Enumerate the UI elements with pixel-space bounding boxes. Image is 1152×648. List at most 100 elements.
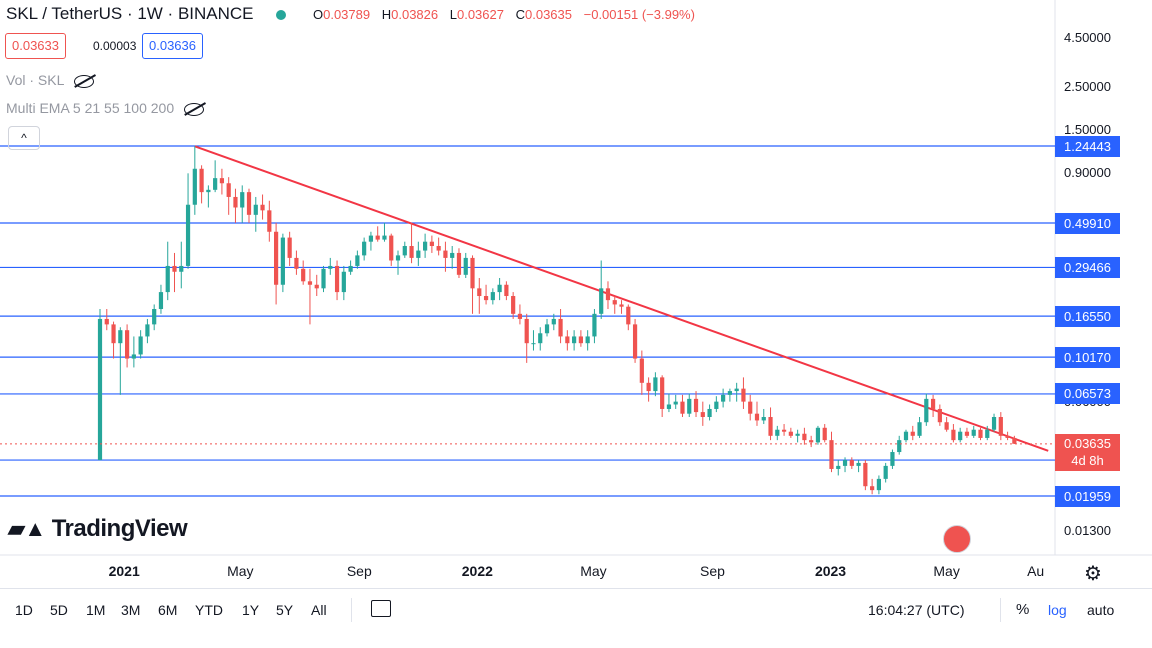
toolbar-divider [1000, 598, 1001, 622]
settings-gear-icon[interactable]: ⚙ [1084, 563, 1102, 585]
timeframe-1y[interactable]: 1Y [242, 602, 260, 618]
high-key: H [381, 7, 392, 23]
log-scale-toggle[interactable]: log [1048, 602, 1067, 618]
timeframe-5y[interactable]: 5Y [276, 602, 294, 618]
candle-body [639, 358, 644, 383]
candle-body [131, 354, 136, 359]
ohlc-values: O0.03789 H0.03826 L0.03627 C0.03635 −0.0… [313, 7, 703, 22]
tradingview-logo-text: TradingView [51, 515, 188, 542]
candle-body [152, 309, 157, 325]
candle-body [632, 324, 638, 359]
sell-price-box[interactable]: 0.03633 [5, 33, 66, 59]
candle-body [985, 429, 990, 438]
candle-body [531, 343, 536, 345]
candle-body [328, 265, 333, 269]
low-key: L [449, 7, 457, 23]
candle-body [443, 250, 448, 258]
time-axis-tick: 2023 [814, 563, 847, 579]
volume-indicator-label: Vol · SKL [6, 72, 65, 88]
candle-body [775, 429, 780, 436]
candle-body [619, 304, 624, 307]
hidden-eye-icon[interactable] [74, 74, 95, 88]
toolbar-divider [351, 598, 352, 622]
candle-body [876, 478, 882, 491]
level-price-tag[interactable]: 0.01959 [1055, 485, 1120, 507]
candle-body [334, 265, 340, 293]
date-range-calendar-icon[interactable] [371, 600, 391, 617]
candle-body [951, 429, 956, 441]
candle-body [680, 401, 685, 414]
candle-body [795, 433, 800, 436]
timeframe-1d[interactable]: 1D [15, 602, 33, 618]
hidden-eye-icon[interactable] [184, 102, 205, 116]
candle-body [687, 398, 692, 414]
ema-indicator[interactable]: Multi EMA 5 21 55 100 200 [6, 100, 205, 116]
level-price-tag[interactable]: 0.29466 [1055, 256, 1120, 278]
candle-body [118, 330, 123, 344]
auto-scale-toggle[interactable]: auto [1087, 602, 1115, 618]
market-status-dot [276, 9, 287, 20]
candle-body [301, 268, 306, 282]
candle-body [653, 377, 658, 392]
us-flag-icon[interactable] [943, 525, 971, 553]
bar-countdown: 4d 8h [1071, 452, 1104, 468]
level-price-tag[interactable]: 0.49910 [1055, 212, 1120, 234]
volume-indicator[interactable]: Vol · SKL [6, 72, 95, 88]
level-price-tag[interactable]: 0.10170 [1055, 346, 1120, 368]
level-price-tag[interactable]: 0.16550 [1055, 305, 1120, 327]
candle-body [368, 235, 374, 242]
level-price-tag[interactable]: 0.06573 [1055, 383, 1120, 405]
candle-body [856, 462, 861, 466]
candle-body [97, 318, 103, 461]
ema-indicator-label: Multi EMA 5 21 55 100 200 [6, 100, 175, 116]
candle-body [450, 252, 455, 258]
descending-trendline [194, 145, 1049, 452]
timeframe-3m[interactable]: 3M [121, 602, 141, 618]
price-axis-tick: 2.50000 [1064, 79, 1111, 95]
candle-body [362, 241, 367, 256]
price-axis-tick: 4.50000 [1064, 29, 1111, 45]
timeframe-1m[interactable]: 1M [86, 602, 106, 618]
candle-body [524, 318, 529, 344]
time-axis-tick: 2022 [461, 563, 493, 579]
last-price-tag[interactable]: 0.03635 4d 8h [1055, 433, 1120, 471]
candle-body [815, 427, 821, 443]
candle-body [463, 257, 468, 275]
buy-price-box[interactable]: 0.03636 [142, 33, 203, 59]
candle-body [490, 292, 495, 301]
time-axis-tick: 2021 [108, 563, 140, 579]
candle-body [660, 377, 665, 409]
price-axis-tick: 0.01300 [1064, 522, 1111, 538]
candle-body [849, 460, 854, 466]
candle-body [389, 235, 394, 261]
candle-body [693, 398, 699, 413]
timeframe-5d[interactable]: 5D [50, 602, 68, 618]
candle-body [206, 189, 211, 193]
symbol-title[interactable]: SKL / TetherUS · 1W · BINANCE [6, 4, 254, 23]
candle-body [863, 462, 868, 487]
level-price-tag[interactable]: 1.24443 [1055, 135, 1120, 157]
utc-clock[interactable]: 16:04:27 (UTC) [868, 602, 965, 618]
open-key: O [312, 7, 324, 23]
candle-body [165, 265, 170, 293]
candle-body [612, 300, 617, 305]
time-axis-tick: May [580, 563, 607, 579]
candle-body [910, 431, 915, 436]
candle-body [809, 440, 814, 443]
candle-body [890, 452, 895, 466]
price-chart[interactable] [0, 0, 1152, 588]
timeframe-all[interactable]: All [311, 602, 327, 618]
candle-body [572, 336, 577, 344]
candle-body [822, 427, 827, 441]
timeframe-6m[interactable]: 6M [158, 602, 178, 618]
candle-body [355, 255, 360, 266]
candle-body [253, 204, 258, 215]
candle-body [483, 296, 489, 301]
candle-body [842, 460, 848, 466]
last-price-value: 0.03635 [1064, 435, 1111, 451]
percent-scale-toggle[interactable]: % [1016, 601, 1030, 618]
collapse-legend-button[interactable]: ^ [8, 126, 40, 150]
candle-body [538, 333, 543, 344]
timeframe-ytd[interactable]: YTD [195, 602, 223, 618]
candle-body [605, 288, 611, 301]
